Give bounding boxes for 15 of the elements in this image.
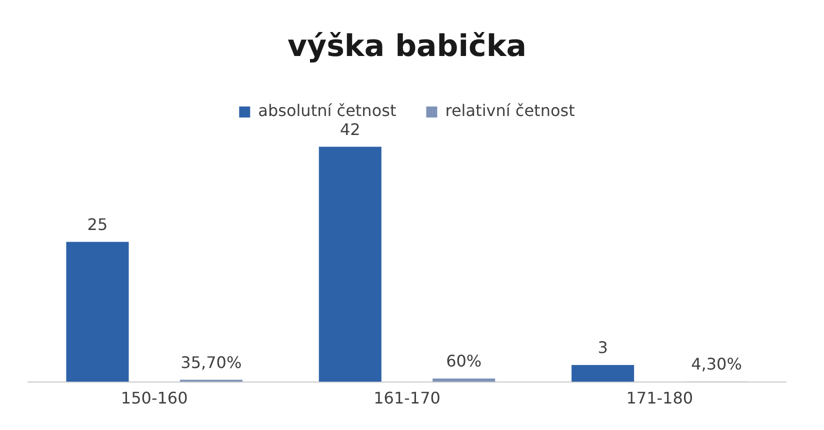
bar [66,242,129,382]
data-label: 42 [340,120,360,139]
bar [318,146,382,382]
legend-label: relativní četnost [445,101,575,120]
x-tick-label: 171-180 [626,388,694,408]
data-label: 60% [446,352,482,371]
x-tick-label: 150-160 [120,388,188,408]
data-label: 4,30% [691,354,742,374]
data-label: 3 [598,338,608,358]
legend-label: absolutní četnost [258,101,396,120]
chart-title: výška babička [287,28,527,64]
x-tick-label: 161-170 [374,388,440,408]
data-label: 35,70% [180,352,242,372]
data-label: 25 [87,215,108,234]
bar [572,365,634,382]
